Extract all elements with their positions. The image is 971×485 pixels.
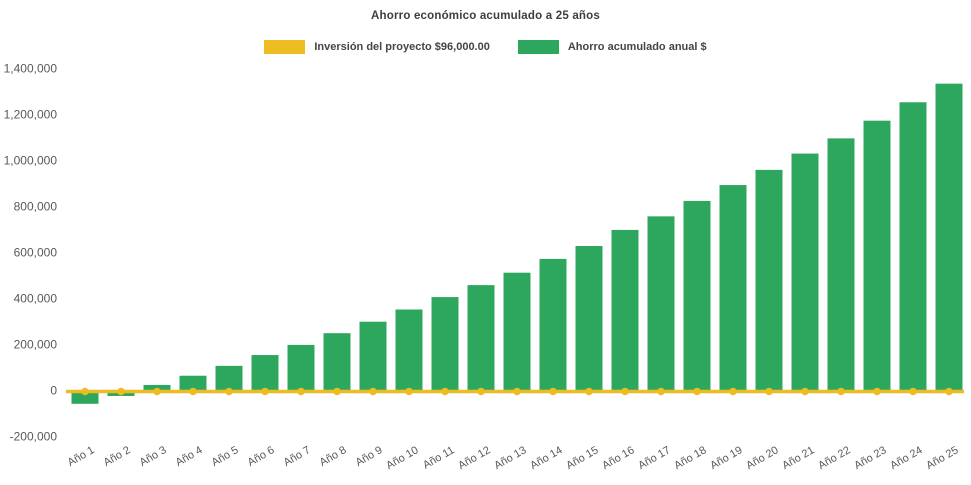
investment-line-marker-8	[333, 387, 341, 396]
investment-line-marker-22	[837, 387, 845, 396]
legend-item-savings: Ahorro acumulado anual $	[517, 40, 707, 54]
x-axis-label-anio-6: Año 6	[246, 444, 277, 469]
investment-line-marker-23	[873, 387, 881, 396]
x-axis-label-anio-3: Año 3	[138, 444, 169, 469]
investment-line-marker-3	[153, 387, 161, 396]
y-axis-tick-label: 1,400,000	[4, 62, 58, 76]
investment-line-marker-7	[297, 387, 305, 396]
x-axis-label-anio-21: Año 21	[780, 444, 816, 472]
x-axis-label-anio-19: Año 19	[708, 444, 744, 472]
bar-ahorro-anio-5	[215, 365, 243, 390]
legend-label-investment: Inversión del proyecto $96,000.00	[314, 41, 490, 53]
investment-line-marker-17	[657, 387, 665, 396]
x-axis-label-anio-25: Año 25	[924, 444, 960, 472]
investment-line-marker-18	[693, 387, 701, 396]
investment-line-marker-14	[549, 387, 557, 396]
x-axis-label-anio-14: Año 14	[528, 444, 564, 472]
bar-ahorro-anio-12	[467, 285, 495, 390]
investment-line-marker-5	[225, 387, 233, 396]
bar-ahorro-anio-22	[827, 138, 855, 390]
bar-ahorro-anio-17	[647, 216, 675, 390]
x-axis-label-anio-5: Año 5	[210, 444, 241, 469]
x-axis-label-anio-17: Año 17	[636, 444, 672, 472]
bar-ahorro-anio-19	[719, 185, 747, 390]
legend-label-savings: Ahorro acumulado anual $	[567, 41, 707, 53]
investment-line-marker-20	[765, 387, 773, 396]
investment-line-marker-10	[405, 387, 413, 396]
investment-color-swatch	[264, 40, 306, 54]
investment-line-marker-11	[441, 387, 449, 396]
chart-legend: Inversión del proyecto $96,000.00 Ahorro…	[0, 40, 971, 54]
savings-color-swatch	[517, 40, 559, 54]
investment-line-marker-1	[81, 387, 89, 396]
x-axis-label-anio-20: Año 20	[744, 444, 780, 472]
y-axis-tick-label: 400,000	[14, 292, 58, 306]
bar-ahorro-anio-13	[503, 272, 531, 390]
bar-ahorro-anio-20	[755, 169, 783, 390]
chart-title: Ahorro económico acumulado a 25 años	[371, 10, 600, 22]
legend-item-investment: Inversión del proyecto $96,000.00	[264, 40, 490, 54]
bar-ahorro-anio-8	[323, 333, 351, 390]
investment-line-marker-21	[801, 387, 809, 396]
y-axis-tick-label: -200,000	[10, 430, 58, 444]
x-axis-label-anio-22: Año 22	[816, 444, 852, 472]
bar-ahorro-anio-18	[683, 200, 711, 390]
y-axis-tick-label: 600,000	[14, 246, 58, 260]
bar-ahorro-anio-7	[287, 344, 315, 390]
y-axis-tick-label: 200,000	[14, 338, 58, 352]
x-axis-label-anio-24: Año 24	[888, 444, 924, 472]
x-axis-label-anio-13: Año 13	[492, 444, 528, 472]
investment-line-marker-6	[261, 387, 269, 396]
x-axis-label-anio-8: Año 8	[318, 444, 349, 469]
x-axis-label-anio-7: Año 7	[282, 444, 313, 469]
bar-ahorro-anio-10	[395, 309, 423, 390]
investment-line-marker-16	[621, 387, 629, 396]
y-axis-tick-label: 1,000,000	[4, 154, 58, 168]
x-axis-label-anio-23: Año 23	[852, 444, 888, 472]
bar-ahorro-anio-25	[935, 83, 963, 390]
bar-ahorro-anio-21	[791, 153, 819, 390]
x-axis-label-anio-15: Año 15	[564, 444, 600, 472]
y-axis-tick-label: 800,000	[14, 200, 58, 214]
investment-line-marker-13	[513, 387, 521, 396]
bar-ahorro-anio-16	[611, 229, 639, 390]
investment-line-marker-9	[369, 387, 377, 396]
investment-line-marker-4	[189, 387, 197, 396]
bar-ahorro-anio-6	[251, 355, 279, 390]
x-axis-label-anio-4: Año 4	[174, 444, 205, 469]
x-axis-label-anio-18: Año 18	[672, 444, 708, 472]
x-axis-label-anio-9: Año 9	[354, 444, 385, 469]
bar-ahorro-anio-11	[431, 297, 459, 390]
investment-line-marker-2	[117, 387, 125, 396]
y-axis-tick-label: 0	[50, 384, 57, 398]
bar-ahorro-anio-3	[143, 384, 171, 390]
investment-line-marker-12	[477, 387, 485, 396]
y-axis-tick-label: 1,200,000	[4, 108, 58, 122]
bar-ahorro-anio-15	[575, 246, 603, 390]
x-axis-label-anio-12: Año 12	[456, 444, 492, 472]
bar-ahorro-anio-4	[179, 375, 207, 390]
bar-ahorro-anio-1	[71, 390, 99, 404]
bar-ahorro-anio-23	[863, 120, 891, 391]
investment-line-marker-19	[729, 387, 737, 396]
x-axis-label-anio-2: Año 2	[102, 444, 133, 469]
investment-line-marker-15	[585, 387, 593, 396]
investment-line-marker-25	[945, 387, 953, 396]
bar-ahorro-anio-24	[899, 102, 927, 391]
x-axis-label-anio-10: Año 10	[384, 444, 420, 472]
bar-ahorro-anio-14	[539, 258, 567, 390]
x-axis-label-anio-11: Año 11	[421, 444, 456, 471]
bar-ahorro-anio-9	[359, 321, 387, 390]
x-axis-label-anio-1: Año 1	[66, 444, 97, 469]
x-axis-label-anio-16: Año 16	[600, 444, 636, 472]
investment-line-marker-24	[909, 387, 917, 396]
